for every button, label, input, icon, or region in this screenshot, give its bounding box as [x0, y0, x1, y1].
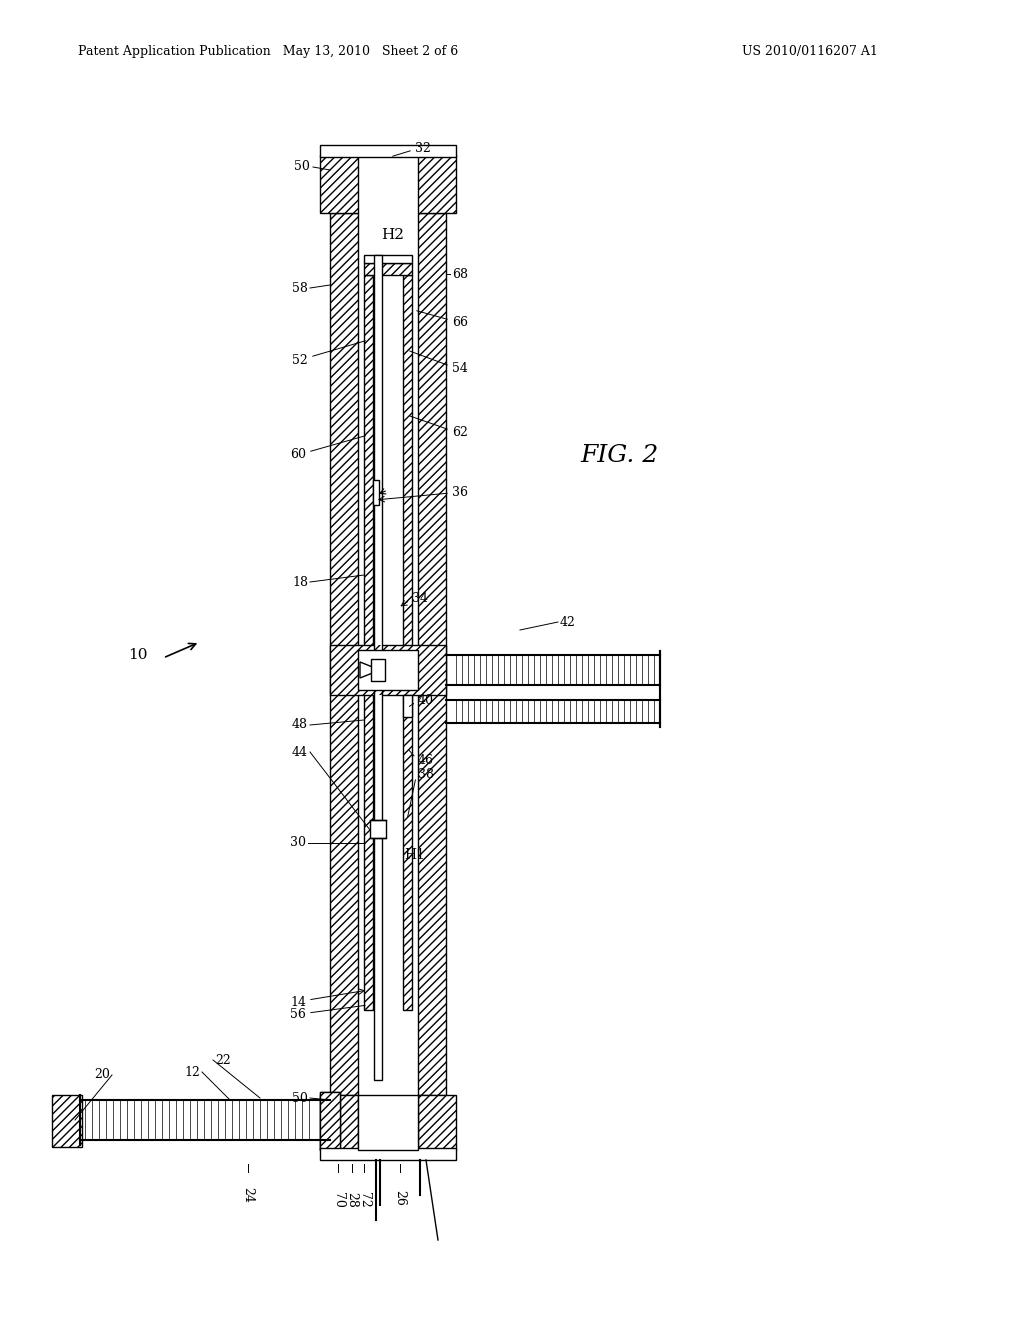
Text: 60: 60 [290, 449, 306, 462]
Bar [418, 154, 456, 213]
Bar [370, 820, 386, 838]
Text: H1: H1 [404, 847, 425, 862]
Text: 46: 46 [418, 754, 434, 767]
Text: FIG. 2: FIG. 2 [581, 444, 659, 466]
Text: 38: 38 [418, 768, 434, 781]
Bar [319, 145, 456, 157]
Bar [319, 154, 358, 213]
Text: 66: 66 [452, 315, 468, 329]
Bar [330, 213, 358, 1096]
Text: 40: 40 [418, 693, 434, 706]
Bar [364, 263, 412, 275]
Text: 20: 20 [94, 1068, 110, 1081]
Text: 52: 52 [292, 354, 308, 367]
Text: US 2010/0116207 A1: US 2010/0116207 A1 [742, 45, 878, 58]
Text: 10: 10 [128, 648, 148, 663]
Text: 54: 54 [452, 362, 468, 375]
Bar [403, 275, 412, 1010]
Text: 14: 14 [290, 995, 306, 1008]
Text: 32: 32 [415, 141, 431, 154]
Bar [330, 213, 358, 1096]
Bar [364, 255, 412, 263]
Bar [418, 213, 446, 1096]
Text: 42: 42 [560, 615, 575, 628]
Bar [319, 1148, 456, 1160]
Text: 34: 34 [412, 591, 428, 605]
Bar [319, 1096, 358, 1150]
Text: 36: 36 [452, 486, 468, 499]
Bar [319, 1096, 358, 1150]
Bar [403, 275, 412, 1010]
Bar [374, 255, 382, 1080]
Text: 28: 28 [345, 1192, 358, 1208]
Text: 50: 50 [292, 1092, 308, 1105]
Text: 12: 12 [184, 1065, 200, 1078]
Bar [319, 1092, 340, 1150]
Text: 50: 50 [294, 161, 310, 173]
Bar [52, 1096, 82, 1147]
Text: 72: 72 [357, 1192, 371, 1208]
Text: 62: 62 [452, 425, 468, 438]
Text: 22: 22 [215, 1053, 230, 1067]
Bar [371, 659, 385, 681]
Bar [358, 649, 418, 690]
Bar [364, 275, 373, 1010]
Text: 44: 44 [292, 746, 308, 759]
Bar [364, 263, 412, 275]
Text: 56: 56 [290, 1008, 306, 1022]
Text: H2: H2 [382, 228, 404, 242]
Bar [418, 213, 446, 1096]
Bar [364, 275, 373, 1010]
Text: 68: 68 [452, 268, 468, 281]
Text: 26: 26 [393, 1191, 407, 1206]
Text: 70: 70 [332, 1192, 344, 1208]
Bar [418, 1096, 456, 1150]
Bar [358, 1096, 418, 1150]
Bar [52, 1096, 82, 1147]
Bar [319, 1092, 340, 1150]
Bar [319, 154, 358, 213]
Bar [330, 645, 446, 696]
Bar [373, 480, 379, 506]
Text: 18: 18 [292, 576, 308, 589]
Text: 24: 24 [242, 1187, 255, 1203]
Bar [418, 1096, 456, 1150]
Bar [418, 154, 456, 213]
Text: Patent Application Publication   May 13, 2010   Sheet 2 of 6: Patent Application Publication May 13, 2… [78, 45, 459, 58]
Bar [403, 696, 412, 717]
Text: 58: 58 [292, 281, 308, 294]
Bar [319, 1092, 340, 1150]
Bar [330, 645, 446, 696]
Text: 30: 30 [290, 837, 306, 850]
Polygon shape [360, 663, 380, 678]
Text: 48: 48 [292, 718, 308, 731]
